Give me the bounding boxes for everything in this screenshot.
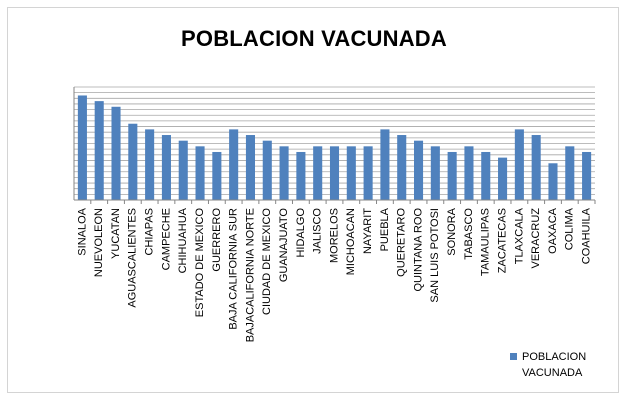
bar: [498, 157, 508, 200]
bar: [262, 140, 272, 200]
bar: [363, 146, 373, 200]
bar: [447, 151, 457, 200]
bar: [582, 151, 592, 200]
legend-label: VACUNADA: [522, 367, 583, 379]
bar: [77, 95, 87, 200]
category-label: JALISCO: [312, 208, 324, 254]
bar: [279, 146, 289, 200]
category-label: AGUASCALIENTES: [127, 208, 139, 308]
chart-title: POBLACION VACUNADA: [181, 26, 447, 51]
category-label: YUCATAN: [110, 208, 122, 259]
axes: [73, 87, 596, 204]
category-label: CAMPECHE: [160, 208, 172, 270]
bar: [229, 129, 239, 200]
category-label: NUEVOLEON: [93, 208, 105, 277]
bar: [548, 163, 558, 200]
category-label: CHIAPAS: [144, 208, 156, 255]
bar-chart: SINALOA NUEVOLEON YUCATAN AGUASCALIENTES CHI…: [73, 86, 596, 379]
category-label: QUINTANA ROO: [412, 208, 424, 292]
category-label: MICHOACAN: [345, 208, 357, 275]
bar: [161, 135, 171, 200]
bar: [397, 135, 407, 200]
bar: [94, 101, 104, 200]
category-label: TAMAULIPAS: [480, 208, 492, 276]
bar: [430, 146, 440, 200]
category-label: HIDALGO: [295, 208, 307, 258]
bar: [514, 129, 524, 200]
category-label: GUERRERO: [211, 208, 223, 272]
category-label: ESTADO DE MEXICO: [194, 208, 206, 318]
gridlines: [74, 86, 595, 195]
bar: [481, 151, 491, 200]
category-label: GUANAJUATO: [278, 208, 290, 283]
bar: [413, 140, 424, 200]
legend: POBLACION VACUNADA: [510, 351, 586, 379]
bar: [565, 146, 575, 200]
bar: [178, 140, 188, 200]
bar: [212, 151, 222, 200]
category-labels: SINALOA NUEVOLEON YUCATAN AGUASCALIENTES CHI…: [76, 207, 592, 342]
category-label: QUERETARO: [396, 208, 408, 277]
bar: [329, 146, 340, 200]
bar: [464, 146, 474, 200]
bar: [195, 146, 205, 200]
legend-label: POBLACION: [522, 351, 586, 363]
category-label: VERACRUZ: [530, 208, 542, 269]
category-label: ZACATECAS: [496, 208, 508, 273]
category-label: CIUDAD DE MEXICO: [261, 208, 273, 315]
bar: [531, 135, 541, 200]
bars: [77, 95, 592, 200]
category-label: SINALOA: [76, 207, 88, 255]
bar: [111, 106, 121, 200]
category-label: BAJACALIFORNIA NORTE: [244, 208, 256, 342]
category-label: MORELOS: [328, 208, 340, 263]
legend-swatch: [510, 353, 517, 360]
bar: [245, 135, 256, 200]
category-label: NAYARIT: [362, 208, 374, 254]
chart-area: POBLACION VACUNADA SINALOA NUEVOLEON YUCAT…: [7, 7, 619, 393]
category-label: PUEBLA: [379, 207, 391, 251]
bar: [313, 146, 323, 200]
bar: [380, 129, 390, 200]
category-label: COLIMA: [564, 207, 576, 250]
category-label: BAJA CALIFORNIA SUR: [228, 208, 240, 330]
bar: [128, 123, 138, 200]
category-label: TLAXCALA: [513, 207, 525, 264]
category-label: OAXACA: [547, 207, 559, 254]
category-label: COAHUILA: [581, 207, 593, 264]
category-label: TABASCO: [463, 208, 475, 260]
category-label: CHIHUAHUA: [177, 207, 189, 273]
bar: [296, 151, 306, 200]
category-label: SAN LUIS POTOSI: [429, 208, 441, 303]
bar: [346, 146, 356, 200]
category-label: SONORA: [446, 207, 458, 255]
bar: [145, 129, 155, 200]
